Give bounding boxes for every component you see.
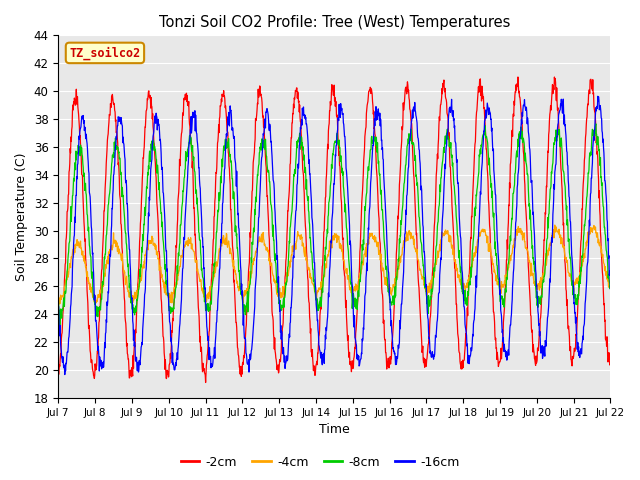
-2cm bbox=[514, 74, 522, 80]
-2cm bbox=[493, 345, 500, 351]
-8cm bbox=[239, 302, 247, 308]
-4cm bbox=[54, 304, 62, 310]
-16cm bbox=[54, 304, 62, 310]
-8cm bbox=[178, 214, 186, 219]
Y-axis label: Soil Temperature (C): Soil Temperature (C) bbox=[15, 152, 28, 281]
-16cm bbox=[493, 213, 500, 219]
-16cm bbox=[239, 323, 247, 328]
-16cm bbox=[178, 297, 186, 303]
-4cm bbox=[239, 289, 246, 295]
X-axis label: Time: Time bbox=[319, 423, 349, 436]
-8cm bbox=[420, 275, 428, 280]
-2cm bbox=[607, 359, 614, 364]
-2cm bbox=[54, 365, 62, 371]
-16cm bbox=[420, 249, 428, 254]
Line: -16cm: -16cm bbox=[58, 96, 611, 374]
-4cm bbox=[492, 278, 500, 284]
-2cm bbox=[239, 361, 247, 367]
-8cm bbox=[56, 322, 63, 328]
-4cm bbox=[420, 282, 428, 288]
-8cm bbox=[493, 251, 500, 257]
-16cm bbox=[607, 286, 614, 292]
-8cm bbox=[607, 282, 614, 288]
-4cm bbox=[607, 281, 614, 287]
-2cm bbox=[164, 371, 172, 377]
-4cm bbox=[177, 252, 185, 258]
-2cm bbox=[177, 136, 185, 142]
Line: -2cm: -2cm bbox=[58, 77, 611, 383]
-4cm bbox=[541, 267, 548, 273]
Title: Tonzi Soil CO2 Profile: Tree (West) Temperatures: Tonzi Soil CO2 Profile: Tree (West) Temp… bbox=[159, 15, 510, 30]
-8cm bbox=[164, 293, 172, 299]
-2cm bbox=[420, 361, 428, 367]
-16cm bbox=[594, 94, 602, 99]
-8cm bbox=[541, 261, 549, 267]
-16cm bbox=[164, 291, 172, 297]
-4cm bbox=[164, 292, 172, 298]
-8cm bbox=[592, 121, 600, 127]
-4cm bbox=[551, 222, 559, 228]
Legend: -2cm, -4cm, -8cm, -16cm: -2cm, -4cm, -8cm, -16cm bbox=[175, 451, 465, 474]
Text: TZ_soilco2: TZ_soilco2 bbox=[69, 46, 141, 60]
Line: -4cm: -4cm bbox=[58, 225, 611, 307]
-16cm bbox=[541, 338, 549, 344]
-16cm bbox=[61, 372, 68, 377]
-8cm bbox=[54, 295, 62, 300]
-2cm bbox=[202, 380, 209, 385]
Line: -8cm: -8cm bbox=[58, 124, 611, 325]
-2cm bbox=[541, 211, 549, 217]
